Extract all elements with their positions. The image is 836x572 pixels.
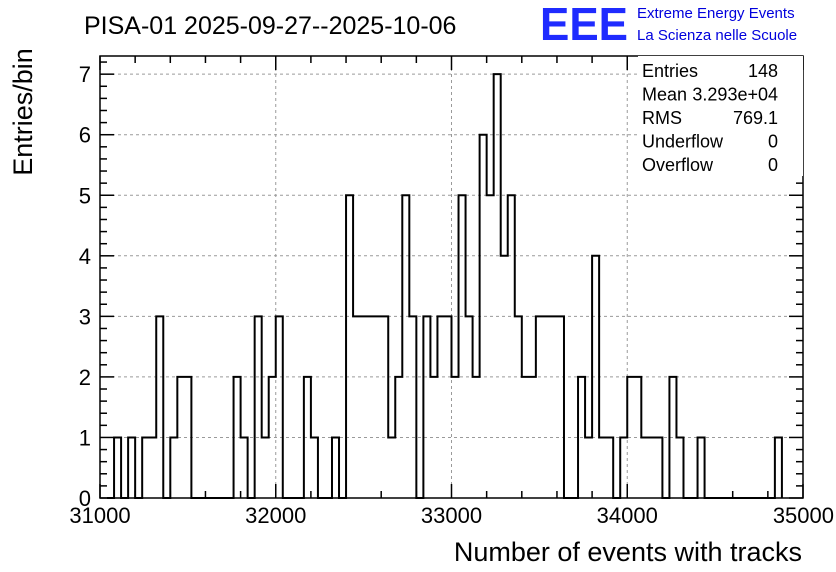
y-tick-labels: 0 1 2 3 4 5 6 7 xyxy=(79,62,91,511)
histogram-bin xyxy=(641,437,648,498)
histogram-bin xyxy=(156,316,163,498)
histogram-bin xyxy=(170,437,177,498)
histogram-bin xyxy=(332,437,339,498)
stats-label: Underflow xyxy=(642,132,724,152)
stats-value: 148 xyxy=(748,61,778,81)
histogram-bin xyxy=(142,437,149,498)
histogram-bin xyxy=(487,195,494,498)
y-tick-label: 2 xyxy=(79,365,91,390)
y-tick-label: 0 xyxy=(79,486,91,511)
eee-logo-line1: Extreme Energy Events xyxy=(637,5,795,22)
x-axis-label: Number of events with tracks xyxy=(454,537,802,567)
eee-logo-text: EEE xyxy=(540,0,628,50)
stats-value: 0 xyxy=(768,132,778,152)
histogram-bin xyxy=(606,437,613,498)
histogram-bin xyxy=(585,437,592,498)
x-tick-label: 34000 xyxy=(597,503,658,528)
eee-logo: EEE Extreme Energy Events La Scienza nel… xyxy=(540,0,797,50)
x-tick-labels: 31000 32000 33000 34000 35000 xyxy=(69,503,834,528)
stats-box: Entries 148 Mean 3.293e+04 RMS 769.1 Underflow… xyxy=(638,56,803,176)
histogram-bin xyxy=(515,316,522,498)
x-tick-label: 31000 xyxy=(69,503,130,528)
stats-value: 769.1 xyxy=(733,108,778,128)
y-axis-label: Entries/bin xyxy=(8,48,38,176)
eee-logo-line2: La Scienza nelle Scuole xyxy=(637,27,797,44)
histogram-bin xyxy=(536,316,543,498)
histogram-bin xyxy=(149,437,156,498)
stats-label: RMS xyxy=(642,108,682,128)
histogram-bin xyxy=(255,316,262,498)
histogram-bin xyxy=(374,316,381,498)
histogram-bin xyxy=(655,437,662,498)
y-tick-label: 3 xyxy=(79,304,91,329)
histogram-bin xyxy=(409,316,416,498)
stats-value: 0 xyxy=(768,155,778,175)
x-tick-label: 35000 xyxy=(773,503,834,528)
x-tick-label: 33000 xyxy=(421,503,482,528)
histogram-bin xyxy=(262,437,269,498)
stats-box-background xyxy=(638,56,803,176)
y-tick-label: 7 xyxy=(79,62,91,87)
histogram-bin xyxy=(466,316,473,498)
histogram-bin xyxy=(620,437,627,498)
stats-label: Overflow xyxy=(642,155,714,175)
y-tick-label: 6 xyxy=(79,123,91,148)
y-tick-label: 4 xyxy=(79,244,91,269)
histogram-bin xyxy=(353,316,360,498)
histogram-bin xyxy=(311,437,318,498)
histogram-bin xyxy=(423,316,430,498)
histogram-bin xyxy=(381,316,388,498)
y-tick-label: 1 xyxy=(79,425,91,450)
histogram-bin xyxy=(360,316,367,498)
histogram-bin xyxy=(444,316,451,498)
histogram-bin xyxy=(698,437,705,498)
y-tick-label: 5 xyxy=(79,183,91,208)
histogram-bin xyxy=(550,316,557,498)
histogram-bin xyxy=(241,437,248,498)
plot-area: 31000 32000 33000 34000 35000 0 1 2 3 4 5 6 7 xyxy=(69,55,834,528)
histogram-bin xyxy=(437,316,444,498)
histogram-bin xyxy=(494,74,501,498)
histogram-bin xyxy=(459,195,466,498)
histogram-bin xyxy=(676,437,683,498)
stats-label: Entries xyxy=(642,61,698,81)
stats-value: 3.293e+04 xyxy=(692,85,778,105)
x-tick-label: 32000 xyxy=(245,503,306,528)
histogram-bin xyxy=(508,195,515,498)
histogram-bin xyxy=(402,195,409,498)
histogram-bin xyxy=(543,316,550,498)
histogram-bin xyxy=(388,437,395,498)
histogram-bin xyxy=(599,437,606,498)
chart-title: PISA-01 2025-09-27--2025-10-06 xyxy=(84,12,456,40)
histogram-bin xyxy=(775,437,782,498)
histogram-bin xyxy=(114,437,121,498)
histogram-bin xyxy=(367,316,374,498)
histogram-bin xyxy=(128,437,135,498)
stats-label: Mean xyxy=(642,85,687,105)
histogram-bin xyxy=(648,437,655,498)
histogram-bin xyxy=(276,316,283,498)
histogram-bin xyxy=(557,316,564,498)
histogram-bin xyxy=(346,195,353,498)
